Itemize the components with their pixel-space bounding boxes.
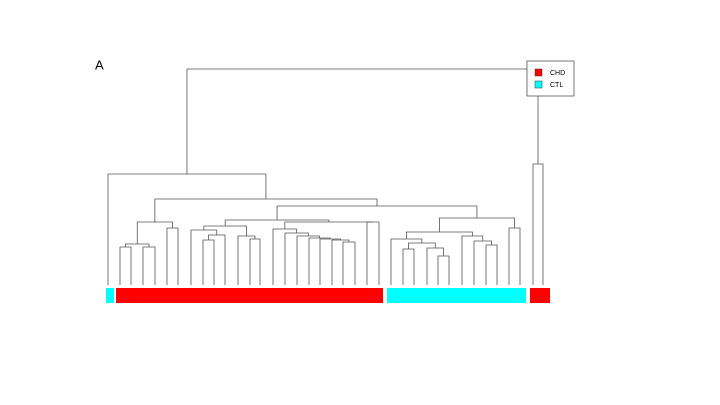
branch bbox=[485, 244, 498, 285]
color-bar-segment bbox=[106, 288, 114, 303]
branch bbox=[439, 217, 515, 232]
branch bbox=[190, 229, 218, 285]
branch bbox=[473, 240, 492, 285]
branch bbox=[203, 225, 247, 236]
branch bbox=[186, 68, 539, 174]
branch bbox=[296, 235, 321, 285]
color-bar-segment bbox=[387, 288, 526, 303]
branch bbox=[107, 173, 267, 285]
branch bbox=[319, 238, 341, 285]
branch bbox=[390, 238, 423, 285]
legend-swatch bbox=[534, 68, 543, 77]
legend-swatch bbox=[534, 80, 543, 89]
color-bar bbox=[106, 288, 550, 303]
legend: CHD CTL bbox=[526, 60, 575, 97]
branch bbox=[166, 227, 179, 285]
branch bbox=[461, 235, 484, 285]
branch bbox=[402, 248, 415, 285]
branch bbox=[331, 239, 350, 285]
branch bbox=[532, 163, 544, 285]
branch bbox=[142, 246, 156, 285]
color-bar-segment bbox=[530, 288, 550, 303]
legend-label: CHD bbox=[550, 70, 565, 77]
branch bbox=[208, 234, 226, 285]
color-bar-segment bbox=[116, 288, 383, 303]
legend-label: CTL bbox=[550, 82, 563, 89]
panel-label: A bbox=[95, 57, 104, 72]
branch bbox=[508, 227, 521, 285]
branch bbox=[237, 235, 256, 285]
branch bbox=[154, 198, 378, 222]
branch bbox=[342, 241, 356, 285]
branch bbox=[119, 246, 132, 285]
branch bbox=[125, 243, 150, 247]
legend-box bbox=[526, 60, 575, 97]
branch bbox=[202, 239, 215, 285]
dendrogram bbox=[107, 68, 544, 285]
branch bbox=[426, 247, 444, 285]
branch bbox=[249, 238, 261, 285]
branch bbox=[366, 221, 380, 285]
branch bbox=[224, 219, 330, 226]
branch bbox=[437, 255, 450, 285]
branch bbox=[284, 221, 373, 229]
branch bbox=[406, 231, 473, 239]
